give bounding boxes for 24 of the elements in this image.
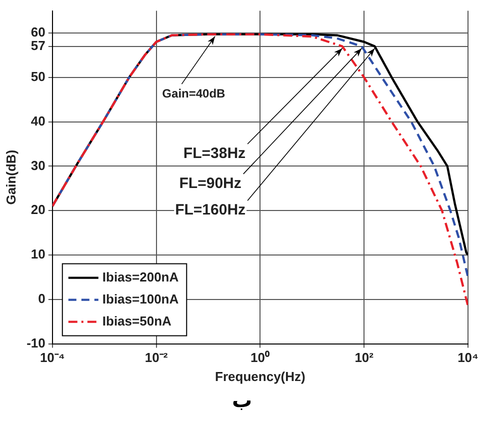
x-tick-label: 10⁴ [458, 350, 478, 366]
x-tick-label: 10² [354, 350, 374, 366]
legend-label: Ibias=200nA [102, 269, 180, 284]
legend-label: Ibias=50nA [102, 313, 172, 328]
x-tick-label: 10⁰ [250, 350, 270, 366]
annotation: Gain=40dB [162, 86, 226, 100]
x-axis-title: Frequency(Hz) [215, 368, 306, 384]
x-tick-label: 10⁻² [144, 350, 168, 366]
annotation: FL=38Hz [183, 145, 246, 162]
y-tick-label: 10 [30, 246, 46, 262]
y-tick-label: 40 [30, 113, 46, 128]
y-tick-label: 50 [30, 68, 46, 84]
annotation: FL=160Hz [175, 202, 246, 219]
y-tick-label: 20 [30, 202, 46, 218]
y-tick-label: 57 [30, 38, 46, 53]
x-tick-label: 10⁻⁴ [40, 350, 65, 366]
annotation: FL=90Hz [179, 175, 242, 192]
legend-label: Ibias=100nA [102, 291, 180, 306]
y-tick-label: -10 [26, 335, 46, 350]
y-tick-label: 30 [30, 158, 46, 173]
y-axis-title: Gain(dB) [3, 150, 18, 205]
y-tick-label: 0 [38, 290, 46, 306]
y-tick-label: 60 [30, 24, 46, 40]
text: ب [230, 388, 254, 412]
